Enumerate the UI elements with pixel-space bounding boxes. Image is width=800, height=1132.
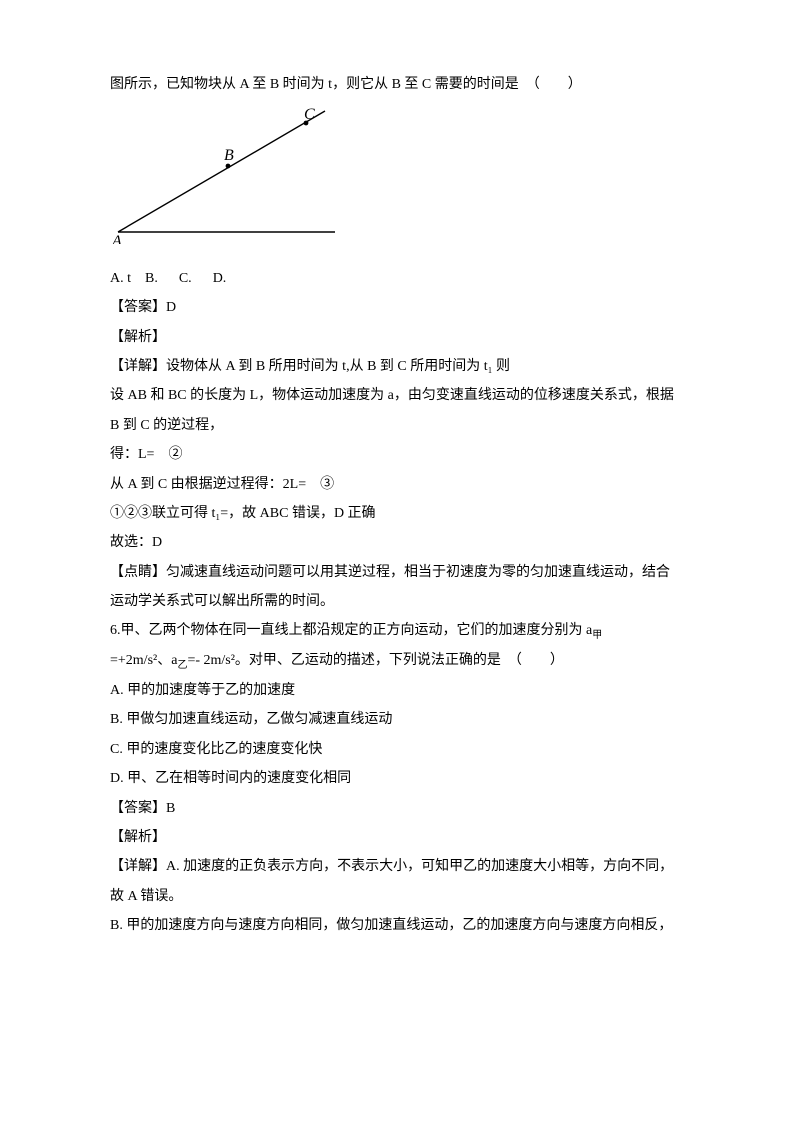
q6-answer-line: 【答案】B [110, 794, 690, 823]
incline-diagram-svg: A B C [110, 104, 340, 244]
q5-detail-l5: 从 A 到 C 由根据逆过程得：2L= ③ [110, 470, 690, 499]
q6-s1-sub: 甲 [592, 630, 602, 641]
q6-answer-value: B [166, 801, 175, 816]
answer-label: 【答案】 [110, 801, 166, 816]
q6-da1: A. 加速度的正负表示方向，不表示大小，可知甲乙的加速度大小相等，方向不同， [166, 859, 673, 874]
q6-s2a: =+2m/s²、a [110, 653, 177, 668]
q5-d1: 设物体从 A 到 B 所用时间为 t,从 B 到 C 所用时间为 t₁ 则 [166, 359, 510, 374]
q5-detail-l3: B 到 C 的逆过程， [110, 411, 690, 440]
q5-options: A. t B. C. D. [110, 264, 690, 293]
q6-s2b: =- 2m/s²。对甲、乙运动的描述，下列说法正确的是 （ ） [187, 653, 563, 668]
q6-det-A-l1: 【详解】A. 加速度的正负表示方向，不表示大小，可知甲乙的加速度大小相等，方向不… [110, 852, 690, 881]
q5-diagram: A B C [110, 104, 690, 255]
q5-answer-line: 【答案】D [110, 293, 690, 322]
q6-det-B-l1: B. 甲的加速度方向与速度方向相同，做匀加速直线运动，乙的加速度方向与速度方向相… [110, 911, 690, 940]
q5-opt-a: A. t [110, 271, 131, 286]
q5-opt-d: D. [213, 271, 227, 286]
q6-det-A-l2: 故 A 错误。 [110, 882, 690, 911]
svg-text:A: A [111, 233, 122, 244]
q6-opt-c: C. 甲的速度变化比乙的速度变化快 [110, 735, 690, 764]
q5-opt-b: B. [145, 271, 158, 286]
q6-s1a: 6.甲、乙两个物体在同一直线上都沿规定的正方向运动，它们的加速度分别为 a [110, 623, 592, 638]
q5-analysis-label: 【解析】 [110, 323, 690, 352]
answer-label: 【答案】 [110, 300, 166, 315]
q5-detail-l1: 【详解】设物体从 A 到 B 所用时间为 t,从 B 到 C 所用时间为 t₁ … [110, 352, 690, 381]
q5-stem: 图所示，已知物块从 A 至 B 时间为 t，则它从 B 至 C 需要的时间是 （… [110, 70, 690, 99]
q5-detail-l7: 故选：D [110, 528, 690, 557]
svg-text:C: C [304, 106, 315, 123]
q6-opt-a: A. 甲的加速度等于乙的加速度 [110, 676, 690, 705]
svg-text:B: B [224, 147, 234, 164]
detail-label: 【详解】 [110, 359, 166, 374]
q5-answer-value: D [166, 300, 176, 315]
q5-point-l1: 【点睛】匀减速直线运动问题可以用其逆过程，相当于初速度为零的匀加速直线运动，结合 [110, 558, 690, 587]
q6-opt-b: B. 甲做匀加速直线运动，乙做匀减速直线运动 [110, 705, 690, 734]
detail-label: 【详解】 [110, 859, 166, 874]
q6-analysis-label: 【解析】 [110, 823, 690, 852]
q5-p1: 匀减速直线运动问题可以用其逆过程，相当于初速度为零的匀加速直线运动，结合 [166, 565, 670, 580]
q5-detail-l6: ①②③联立可得 t₁=，故 ABC 错误，D 正确 [110, 499, 690, 528]
q5-point-l2: 运动学关系式可以解出所需的时间。 [110, 587, 690, 616]
page: 图所示，已知物块从 A 至 B 时间为 t，则它从 B 至 C 需要的时间是 （… [0, 0, 800, 1132]
q6-stem-l2: =+2m/s²、a乙=- 2m/s²。对甲、乙运动的描述，下列说法正确的是 （ … [110, 646, 690, 676]
q5-detail-l4: 得：L= ② [110, 440, 690, 469]
q6-stem-l1: 6.甲、乙两个物体在同一直线上都沿规定的正方向运动，它们的加速度分别为 a甲 [110, 616, 690, 646]
q5-detail-l2: 设 AB 和 BC 的长度为 L，物体运动加速度为 a，由匀变速直线运动的位移速… [110, 381, 690, 410]
q6-opt-d: D. 甲、乙在相等时间内的速度变化相同 [110, 764, 690, 793]
q5-opt-c: C. [179, 271, 192, 286]
point-label: 【点睛】 [110, 565, 166, 580]
q6-s2-sub: 乙 [177, 660, 187, 671]
